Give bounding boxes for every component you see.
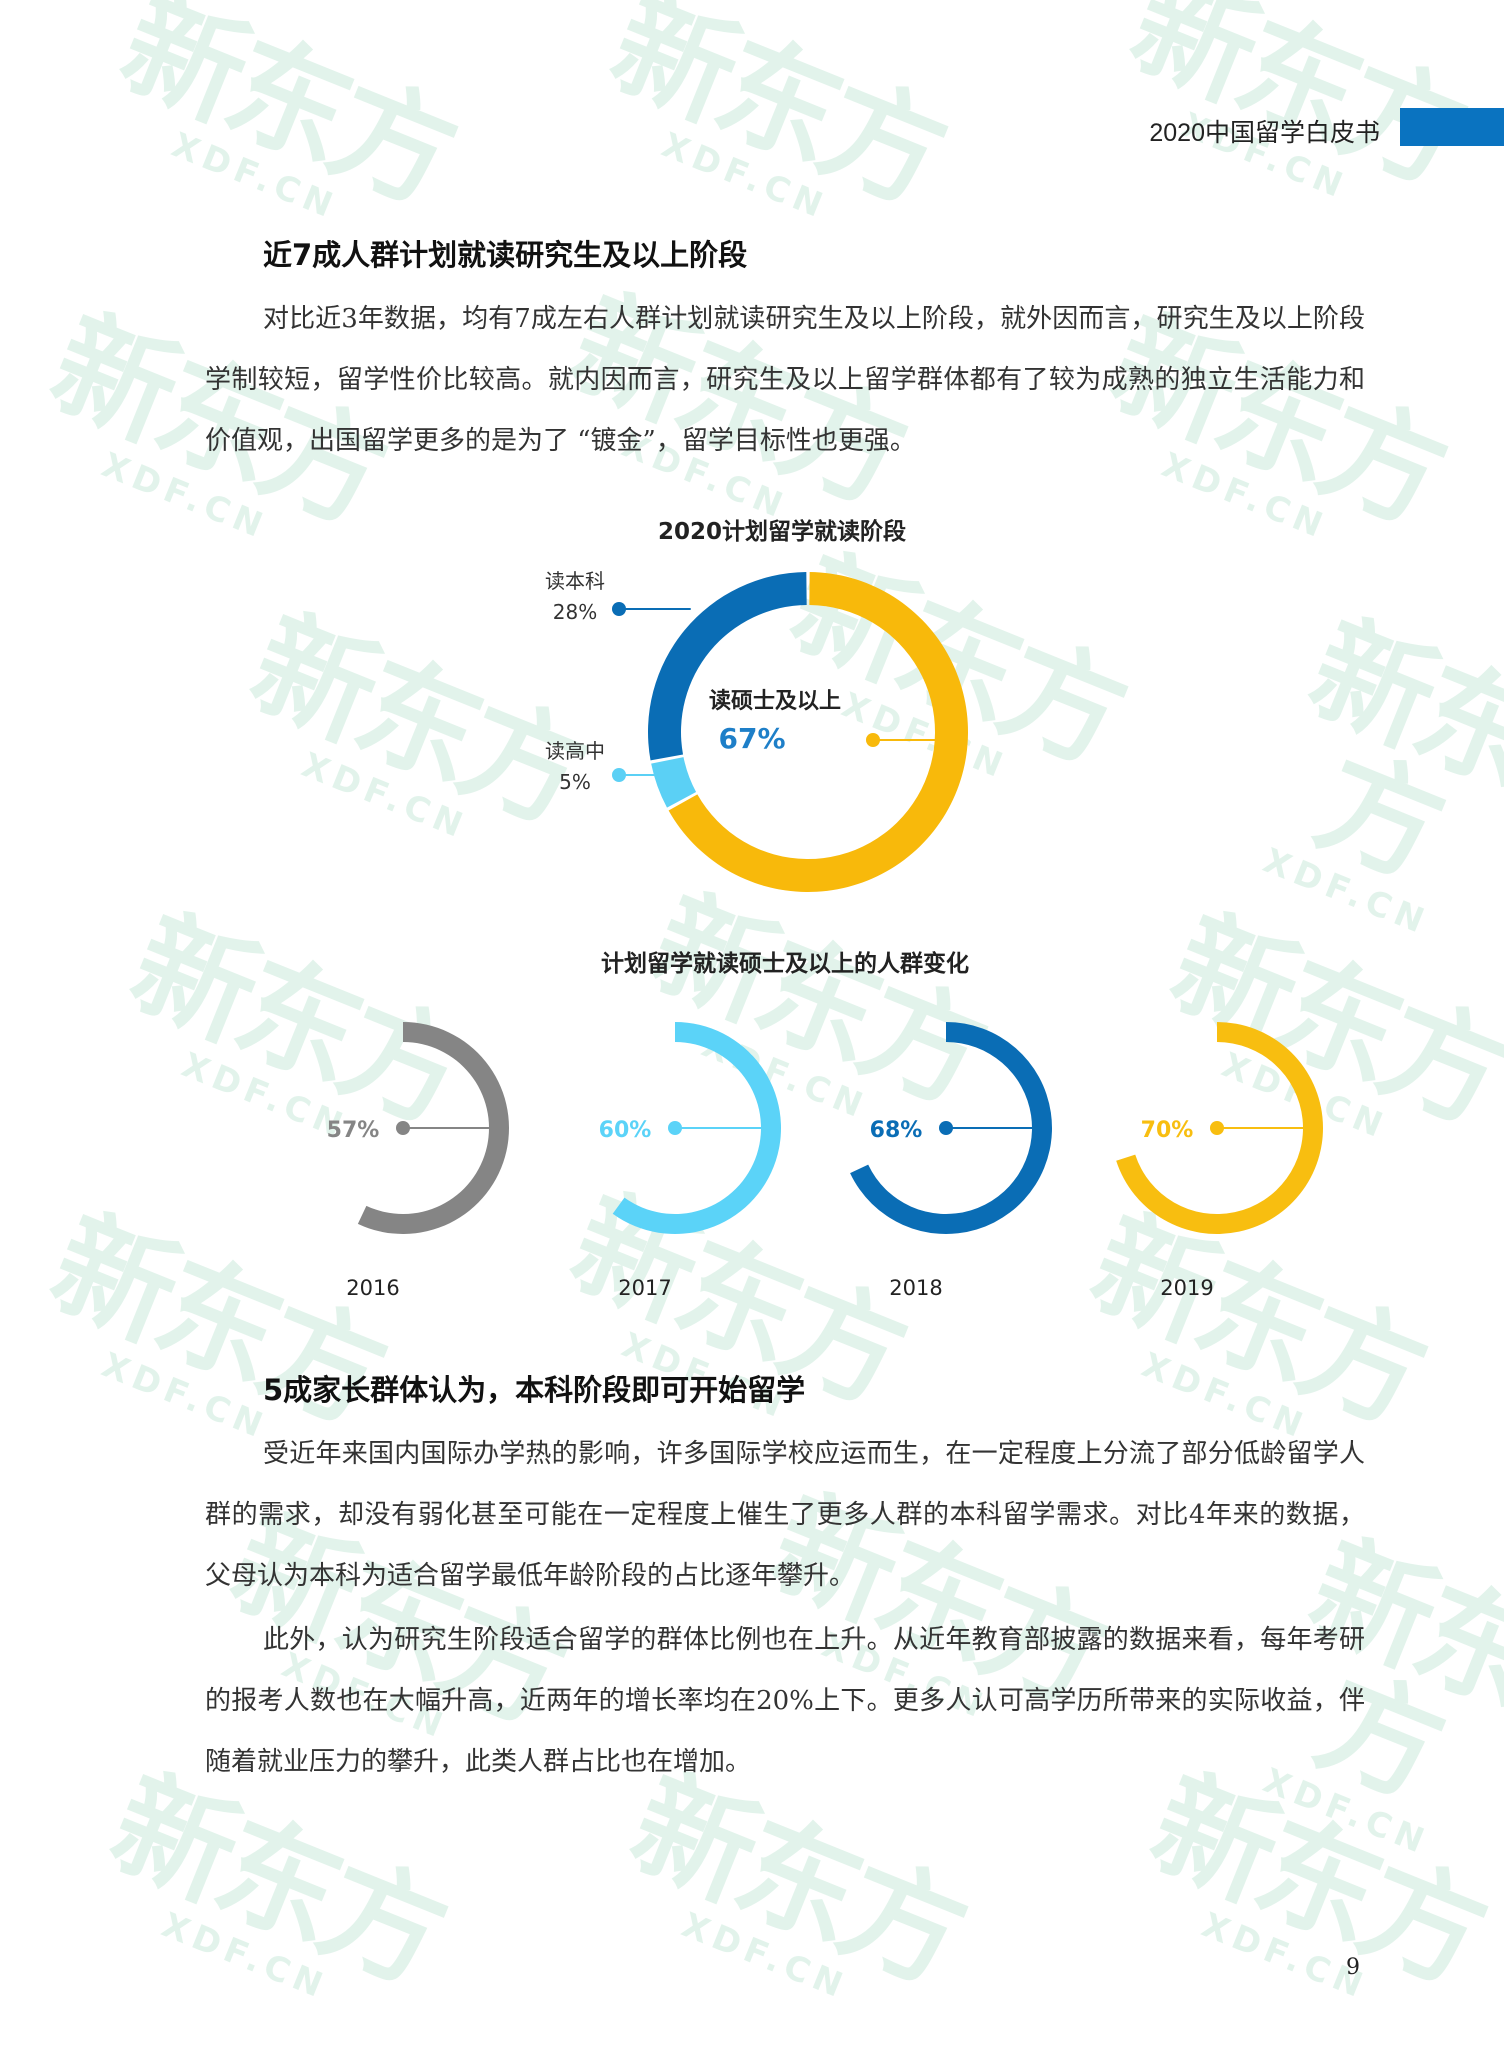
- ring-year-label: 2016: [346, 1276, 399, 1300]
- section2-paragraph-1: 受近年来国内国际办学热的影响，许多国际学校应运而生，在一定程度上分流了部分低龄留…: [205, 1439, 1365, 1591]
- donut-chart-2020: 读硕士及以上 67% 读高中 5% 读本科 28%: [545, 569, 968, 892]
- ring-value: 57%: [327, 1118, 380, 1143]
- leader-dot: [939, 1121, 953, 1135]
- ring-arc: [612, 1022, 781, 1234]
- donut-slice: [651, 757, 697, 808]
- slice-label: 读高中: [545, 739, 605, 763]
- chart1-title: 2020计划留学就读阶段: [657, 519, 906, 545]
- section1-paragraph: 对比近3年数据，均有7成左右人群计划就读研究生及以上阶段，就外因而言，研究生及以…: [205, 304, 1365, 456]
- leader-dot: [866, 733, 880, 747]
- leader-dot: [612, 602, 626, 616]
- ring-year-label: 2019: [1160, 1276, 1213, 1300]
- slice-label: 读本科: [545, 569, 605, 593]
- header-accent-bar: [1400, 108, 1504, 146]
- ring-year-label: 2017: [618, 1276, 671, 1300]
- trend-half-donut-charts: 57% 2016 60% 2017 68% 2018 70% 2019: [327, 1022, 1323, 1300]
- section2-heading: 5成家长群体认为，本科阶段即可开始留学: [263, 1373, 806, 1407]
- ring-year-label: 2018: [889, 1276, 942, 1300]
- leader-dot: [668, 1121, 682, 1135]
- slice-value: 28%: [553, 600, 597, 624]
- slice-value: 67%: [718, 722, 785, 755]
- section1-heading: 近7成人群计划就读研究生及以上阶段: [263, 238, 748, 272]
- ring-value: 70%: [1141, 1118, 1194, 1143]
- header-title: 2020中国留学白皮书: [1149, 119, 1380, 147]
- ring-value: 60%: [599, 1118, 652, 1143]
- leader-dot: [612, 768, 626, 782]
- page-number: 9: [1346, 1955, 1360, 1980]
- slice-label: 读硕士及以上: [709, 689, 841, 714]
- donut-slice: [648, 572, 807, 761]
- chart2-title: 计划留学就读硕士及以上的人群变化: [601, 951, 969, 977]
- ring-value: 68%: [870, 1118, 923, 1143]
- slice-value: 5%: [559, 770, 591, 794]
- ring-arc: [357, 1022, 510, 1234]
- section2-paragraph-2: 此外，认为研究生阶段适合留学的群体比例也在上升。从近年教育部披露的数据来看，每年…: [205, 1625, 1365, 1777]
- leader-dot: [396, 1121, 410, 1135]
- leader-dot: [1210, 1121, 1224, 1135]
